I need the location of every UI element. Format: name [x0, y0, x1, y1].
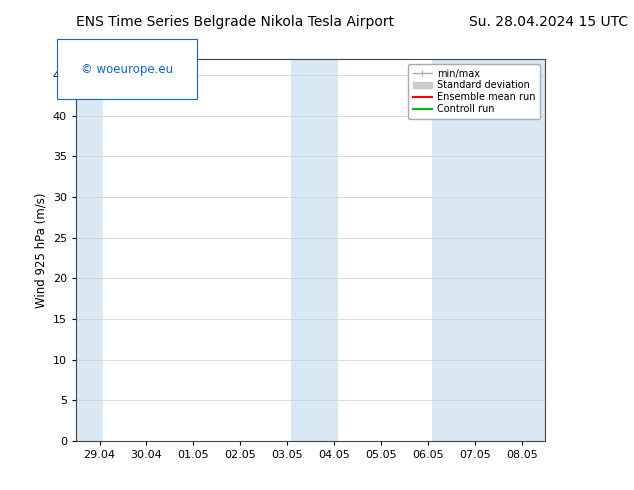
- Bar: [291, 59, 338, 441]
- Text: ENS Time Series Belgrade Nikola Tesla Airport: ENS Time Series Belgrade Nikola Tesla Ai…: [76, 15, 394, 29]
- Bar: [76, 59, 103, 441]
- Legend: min/max, Standard deviation, Ensemble mean run, Controll run: min/max, Standard deviation, Ensemble me…: [408, 64, 540, 119]
- Bar: [432, 59, 545, 441]
- Text: Su. 28.04.2024 15 UTC: Su. 28.04.2024 15 UTC: [469, 15, 628, 29]
- Text: © woeurope.eu: © woeurope.eu: [81, 63, 173, 75]
- Y-axis label: Wind 925 hPa (m/s): Wind 925 hPa (m/s): [34, 192, 48, 308]
